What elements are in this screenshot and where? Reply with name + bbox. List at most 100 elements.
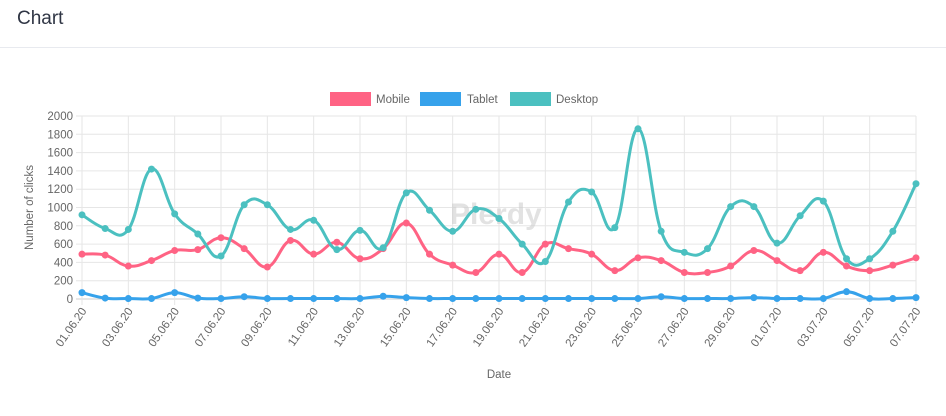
x-tick-label: 05.07.20 (842, 306, 878, 350)
y-tick-label: 1800 (47, 129, 73, 141)
tablet-point (263, 295, 271, 303)
tablet-point (240, 293, 248, 301)
desktop-point (240, 201, 248, 209)
tablet-point (217, 295, 225, 303)
mobile-point (889, 261, 897, 269)
desktop-point (194, 230, 202, 238)
desktop-point (796, 212, 804, 220)
mobile-point (657, 257, 665, 265)
desktop-point (356, 226, 364, 234)
desktop-point (866, 255, 874, 263)
legend-label-mobile: Mobile (376, 94, 410, 106)
desktop-point (402, 189, 410, 197)
x-tick-label: 03.06.20 (100, 306, 136, 350)
mobile-point (124, 262, 132, 270)
desktop-point (889, 227, 897, 235)
tablet-point (750, 294, 758, 302)
desktop-point (148, 165, 155, 173)
legend-swatch-mobile (330, 92, 371, 106)
tablet-point (866, 295, 874, 303)
mobile-point (240, 245, 248, 253)
tablet-point (101, 294, 109, 302)
tablet-point (472, 295, 480, 303)
mobile-point (148, 257, 155, 265)
tablet-point (287, 295, 294, 303)
mobile-point (402, 219, 410, 227)
y-tick-label: 2000 (47, 111, 73, 123)
mobile-point (565, 245, 572, 253)
tablet-point (565, 295, 572, 303)
tablet-point (333, 295, 341, 303)
desktop-point (263, 201, 271, 209)
desktop-point (611, 224, 619, 232)
x-tick-label: 21.06.20 (517, 306, 553, 350)
desktop-point (565, 198, 572, 206)
mobile-point (101, 251, 109, 259)
desktop-point (78, 211, 86, 219)
tablet-point (426, 295, 433, 303)
x-tick-label: 19.06.20 (471, 306, 507, 350)
y-tick-label: 0 (67, 294, 73, 306)
mobile-point (426, 250, 433, 258)
mobile-point (773, 257, 781, 265)
desktop-point (426, 206, 433, 214)
x-tick-label: 09.06.20 (239, 306, 275, 350)
tablet-point (889, 295, 897, 303)
mobile-point (541, 240, 549, 248)
desktop-point (310, 216, 318, 224)
desktop-point (379, 244, 387, 252)
tablet-point (379, 292, 387, 300)
x-tick-label: 27.06.20 (656, 306, 692, 350)
desktop-point (704, 245, 711, 253)
desktop-point (657, 227, 665, 235)
y-tick-label: 1600 (47, 148, 73, 160)
mobile-point (449, 261, 457, 269)
desktop-point (287, 225, 294, 233)
desktop-point (727, 203, 735, 211)
mobile-point (287, 236, 294, 244)
desktop-point (541, 257, 549, 265)
desktop-point (449, 227, 457, 235)
mobile-point (843, 262, 850, 270)
desktop-point (588, 188, 596, 196)
desktop-point (101, 225, 109, 233)
chart-grid (76, 115, 917, 305)
desktop-point (495, 214, 503, 222)
mobile-point (680, 268, 688, 276)
desktop-point (333, 246, 341, 254)
mobile-point (704, 268, 711, 276)
mobile-point (495, 250, 503, 258)
mobile-point (588, 250, 596, 258)
x-tick-label: 13.06.20 (332, 306, 368, 350)
desktop-point (680, 248, 688, 256)
y-tick-label: 800 (54, 221, 73, 233)
tablet-point (843, 288, 850, 296)
tablet-point (819, 295, 827, 303)
mobile-point (263, 263, 271, 271)
y-tick-label: 1000 (47, 203, 73, 215)
mobile-point (518, 268, 526, 276)
tablet-point (124, 295, 132, 303)
x-tick-label: 11.06.20 (286, 306, 321, 349)
y-tick-label: 1400 (47, 166, 73, 178)
legend-swatch-tablet (420, 92, 461, 106)
tablet-point (518, 295, 526, 303)
tablet-point (704, 295, 711, 303)
mobile-point (217, 234, 225, 242)
mobile-point (912, 254, 920, 262)
page-title: Chart (17, 8, 64, 29)
mobile-point (611, 267, 619, 275)
header: Chart (0, 0, 946, 48)
desktop-point (518, 240, 526, 248)
tablet-point (611, 295, 619, 303)
legend-swatch-desktop (510, 92, 551, 106)
desktop-point (843, 255, 850, 263)
tablet-point (634, 295, 642, 303)
mobile-point (727, 262, 735, 270)
x-tick-label: 07.07.20 (888, 306, 924, 350)
tablet-point (402, 294, 410, 302)
tablet-point (541, 295, 549, 303)
x-tick-label: 29.06.20 (703, 306, 739, 350)
